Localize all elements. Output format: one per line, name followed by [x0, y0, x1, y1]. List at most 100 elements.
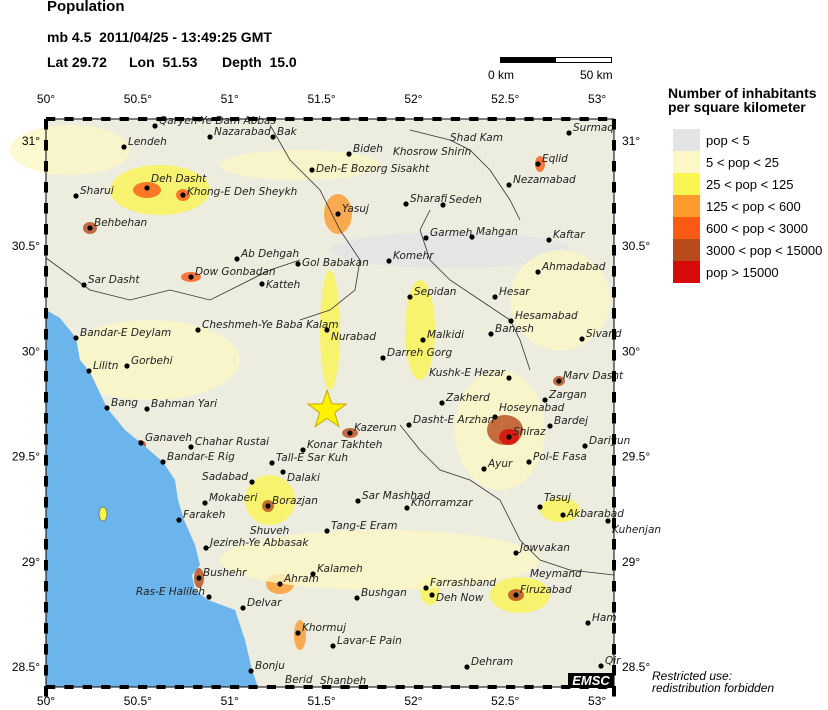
- city-dot-icon: [598, 663, 604, 669]
- city-marker: Deh Dasht: [144, 173, 207, 191]
- lat-tick-label: 31°: [622, 134, 640, 148]
- city-marker: Sar Dasht: [81, 274, 140, 288]
- city-label: Kuhenjan: [612, 524, 661, 536]
- lat-tick-label: 30.5°: [12, 239, 40, 253]
- frame-dash: [156, 117, 166, 121]
- city-label: Lendeh: [128, 136, 167, 148]
- city-marker: Nazarabad: [207, 126, 271, 140]
- city-marker: Dariyun: [582, 435, 630, 449]
- city-dot-icon: [542, 397, 548, 403]
- frame-dash: [44, 182, 48, 193]
- frame-dash: [524, 117, 534, 121]
- city-dot-icon: [513, 592, 519, 598]
- frame-dash: [46, 685, 56, 689]
- city-dot-icon: [277, 581, 283, 587]
- frame-dash: [44, 224, 48, 235]
- city-label: Gorbehi: [131, 355, 173, 367]
- frame-dash: [579, 117, 589, 121]
- city-marker: Yasuj: [335, 203, 369, 217]
- density-area: [10, 125, 130, 175]
- frame-dash: [377, 117, 387, 121]
- city-label: Ras-E Halileh: [136, 586, 205, 598]
- city-dot-icon: [309, 167, 315, 173]
- lat-tick-label: 28.5°: [622, 660, 650, 674]
- city-label: Nazarabad: [214, 126, 271, 138]
- frame-dash: [612, 560, 616, 571]
- city-label: Eqlid: [542, 153, 568, 165]
- city-label: Tasuj: [544, 492, 571, 504]
- city-label: Borazjan: [272, 495, 318, 507]
- frame-dash: [174, 117, 184, 121]
- city-dot-icon: [546, 237, 552, 243]
- city-label: Firuzabad: [520, 584, 572, 596]
- lat-tick-label: 31°: [22, 134, 40, 148]
- city-marker: Shanbeh: [320, 675, 366, 687]
- frame-dash: [44, 329, 48, 340]
- legend-swatch: [673, 151, 700, 173]
- frame-dash: [340, 117, 350, 121]
- city-dot-icon: [202, 500, 208, 506]
- city-marker: Lilitn: [86, 360, 118, 374]
- city-dot-icon: [469, 234, 475, 240]
- city-label: Meymand: [530, 568, 582, 580]
- lon-tick-label: 51°: [221, 92, 239, 106]
- frame-dash: [612, 539, 616, 550]
- city-marker: Tang-E Eram: [324, 520, 397, 534]
- city-marker: Sharafi: [403, 193, 448, 207]
- city-marker: Sadabad: [202, 471, 255, 485]
- frame-dash: [44, 686, 48, 697]
- city-label: Katteh: [266, 279, 300, 291]
- city-marker: Kaftar: [546, 229, 585, 243]
- city-dot-icon: [488, 331, 494, 337]
- city-marker: Darreh Gorg: [380, 347, 452, 361]
- city-dot-icon: [280, 469, 286, 475]
- frame-dash: [542, 117, 552, 121]
- city-dot-icon: [73, 335, 79, 341]
- city-marker: Bideh: [346, 143, 383, 157]
- city-marker: Marv Dasht: [556, 370, 624, 384]
- city-marker: Bandar-E Deylam: [73, 327, 171, 341]
- city-dot-icon: [429, 592, 435, 598]
- lat-tick-label: 30°: [622, 344, 640, 358]
- lon-tick-label: 51.5°: [307, 92, 335, 106]
- city-label: Sharui: [80, 185, 114, 197]
- city-label: Bardej: [554, 415, 588, 427]
- frame-dash: [44, 140, 48, 151]
- frame-dash: [44, 602, 48, 613]
- axis-ticks: 50° 50° 50.5° 50.5° 51° 51° 51.5° 51.5° 52° 52° 52…: [12, 92, 651, 708]
- city-marker: Sharui: [73, 185, 114, 199]
- city-marker: Surmaq: [566, 122, 614, 136]
- frame-dash: [612, 602, 616, 613]
- lat-tick-label: 30°: [22, 344, 40, 358]
- frame-dash: [612, 476, 616, 487]
- city-label: Shanbeh: [320, 675, 366, 687]
- city-label: Behbehan: [94, 217, 147, 229]
- city-dot-icon: [176, 517, 182, 523]
- city-label: Jezireh-Ye Abbasak: [208, 537, 309, 549]
- sea: [46, 310, 258, 687]
- city-dot-icon: [506, 182, 512, 188]
- city-label: Bandar-E Deylam: [80, 327, 171, 339]
- legend-swatch: [673, 173, 700, 195]
- city-label: Ab Dehgah: [240, 248, 299, 260]
- legend-label: 25 < pop < 125: [706, 176, 794, 192]
- city-dot-icon: [492, 414, 498, 420]
- frame-dash: [44, 518, 48, 529]
- legend-swatch: [673, 239, 700, 261]
- frame-dash: [193, 685, 203, 689]
- city-marker: Shad Kam: [450, 132, 503, 144]
- frame-dash: [138, 117, 148, 121]
- legend-swatch: [673, 129, 700, 151]
- frame-dash: [44, 119, 48, 130]
- city-label: Mahgan: [476, 226, 518, 238]
- frame-dash: [612, 644, 616, 655]
- city-marker: Pol-E Fasa: [526, 451, 587, 465]
- scale-bar: [500, 57, 612, 63]
- frame-dash: [395, 685, 405, 689]
- city-marker: Khorramzar: [404, 497, 473, 511]
- city-dot-icon: [265, 503, 271, 509]
- lon-tick-label: 51°: [221, 694, 239, 708]
- province-border: [409, 129, 521, 221]
- city-label: Surmaq: [573, 122, 614, 134]
